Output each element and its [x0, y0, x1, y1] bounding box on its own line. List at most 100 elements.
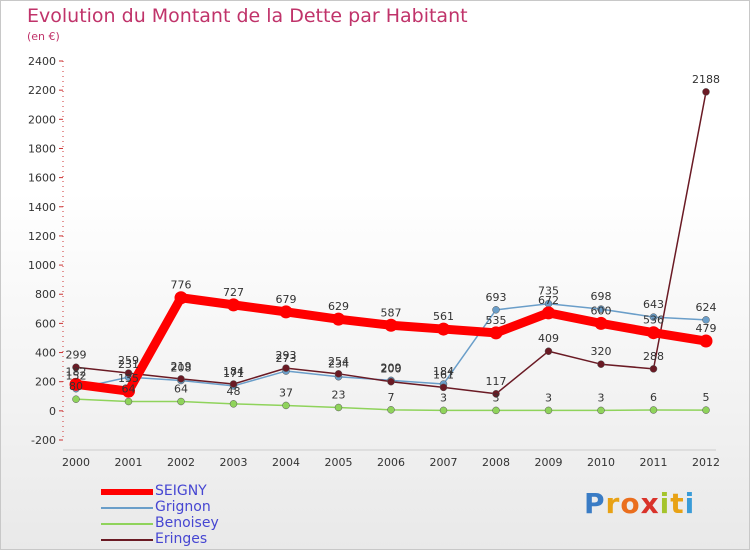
x-tick-label: 2006: [377, 456, 405, 469]
data-point-eringes: [439, 383, 448, 392]
data-label-grignon: 234: [328, 358, 349, 371]
data-point-eringes: [177, 375, 185, 383]
data-label-grignon: 171: [223, 367, 244, 380]
data-point-benoisey: [334, 403, 343, 412]
data-label-seigny: 727: [223, 286, 244, 299]
data-point-eringes: [702, 88, 710, 96]
data-point-grignon: [492, 306, 500, 314]
data-label-seigny: 135: [118, 372, 139, 385]
x-tick-label: 2007: [430, 456, 458, 469]
data-point-eringes: [282, 364, 290, 372]
y-tick-label: 600: [35, 317, 56, 330]
data-point-grignon: [702, 316, 710, 324]
data-point-benoisey: [544, 406, 553, 415]
y-tick-label: 200: [35, 376, 56, 389]
data-label-grignon: 693: [486, 291, 507, 304]
data-label-eringes: 293: [276, 349, 297, 362]
data-label-eringes: 254: [328, 355, 349, 368]
data-label-eringes: 2188: [692, 73, 720, 86]
legend: SEIGNY Grignon Benoisey Eringes: [101, 483, 301, 548]
x-tick-label: 2010: [587, 456, 615, 469]
data-label-seigny: 182: [66, 365, 87, 378]
data-label-eringes: 299: [66, 348, 87, 361]
data-label-eringes: 184: [223, 365, 244, 378]
data-point-benoisey: [387, 406, 395, 414]
data-label-benoisey: 3: [598, 391, 605, 404]
data-label-grignon: 209: [381, 361, 402, 374]
y-tick-label: -200: [31, 434, 56, 447]
data-label-eringes: 259: [118, 354, 139, 367]
logo-letter: t: [670, 487, 685, 520]
data-point-eringes: [492, 390, 500, 398]
legend-label-benoisey: Benoisey: [155, 515, 219, 531]
data-point-seigny: [227, 298, 240, 312]
data-point-benoisey: [597, 406, 605, 415]
data-label-seigny: 587: [381, 306, 402, 319]
data-label-seigny: 679: [276, 293, 297, 306]
data-label-seigny: 629: [328, 300, 349, 313]
data-label-eringes: 219: [171, 360, 192, 373]
data-label-grignon: 152: [66, 370, 87, 383]
data-point-seigny: [69, 377, 83, 391]
data-point-seigny: [174, 291, 188, 305]
logo-letter: o: [620, 487, 641, 520]
data-label-grignon: 643: [643, 298, 664, 311]
data-point-seigny: [437, 322, 450, 336]
data-point-seigny: [122, 384, 135, 398]
data-label-benoisey: 64: [174, 383, 188, 396]
data-point-benoisey: [439, 406, 448, 415]
data-label-benoisey: 80: [69, 380, 83, 393]
data-label-grignon: 273: [276, 352, 297, 365]
x-tick-label: 2005: [325, 456, 353, 469]
data-label-seigny: 535: [486, 314, 507, 327]
x-tick-label: 2009: [535, 456, 563, 469]
x-tick-label: 2008: [482, 456, 510, 469]
data-label-seigny: 561: [433, 310, 454, 323]
data-point-eringes: [334, 370, 343, 378]
data-label-eringes: 161: [433, 368, 454, 381]
legend-swatch-grignon: [101, 507, 153, 509]
data-point-eringes: [649, 365, 658, 373]
legend-swatch-seigny: [101, 489, 153, 495]
data-label-grignon: 208: [171, 362, 192, 375]
data-label-grignon: 735: [538, 285, 559, 298]
y-tick-label: 1000: [28, 259, 56, 272]
data-point-benoisey: [229, 400, 238, 408]
data-label-seigny: 672: [538, 294, 559, 307]
data-label-seigny: 600: [591, 304, 612, 317]
data-point-eringes: [124, 369, 133, 377]
data-label-benoisey: 3: [545, 391, 552, 404]
data-point-eringes: [597, 360, 605, 368]
y-tick-label: 0: [49, 405, 56, 418]
data-point-eringes: [387, 377, 395, 386]
legend-item-grignon: Grignon: [101, 499, 301, 516]
chart-title: Evolution du Montant de la Dette par Hab…: [27, 5, 468, 27]
data-label-benoisey: 37: [279, 386, 293, 399]
data-label-eringes: 320: [591, 345, 612, 358]
y-tick-label: 1200: [28, 230, 56, 243]
data-point-grignon: [597, 305, 605, 313]
x-tick-label: 2012: [692, 456, 720, 469]
x-tick-label: 2003: [220, 456, 248, 469]
legend-item-benoisey: Benoisey: [101, 515, 301, 532]
data-label-eringes: 200: [381, 363, 402, 376]
data-label-eringes: 409: [538, 332, 559, 345]
legend-swatch-benoisey: [101, 523, 153, 525]
chart-unit: (en €): [27, 30, 60, 43]
proxiti-logo: Proxiti: [584, 487, 695, 520]
y-tick-label: 400: [35, 347, 56, 360]
legend-label-seigny: SEIGNY: [155, 483, 207, 499]
y-tick-label: 2200: [28, 84, 56, 97]
data-point-eringes: [229, 380, 238, 388]
legend-label-eringes: Eringes: [155, 531, 208, 547]
legend-item-seigny: SEIGNY: [101, 483, 301, 500]
data-label-benoisey: 3: [493, 391, 500, 404]
data-point-seigny: [699, 334, 713, 348]
x-tick-label: 2000: [62, 456, 90, 469]
data-point-seigny: [279, 305, 293, 319]
y-tick-label: 2000: [28, 113, 56, 126]
logo-letter: P: [584, 487, 606, 520]
data-point-benoisey: [177, 397, 185, 406]
